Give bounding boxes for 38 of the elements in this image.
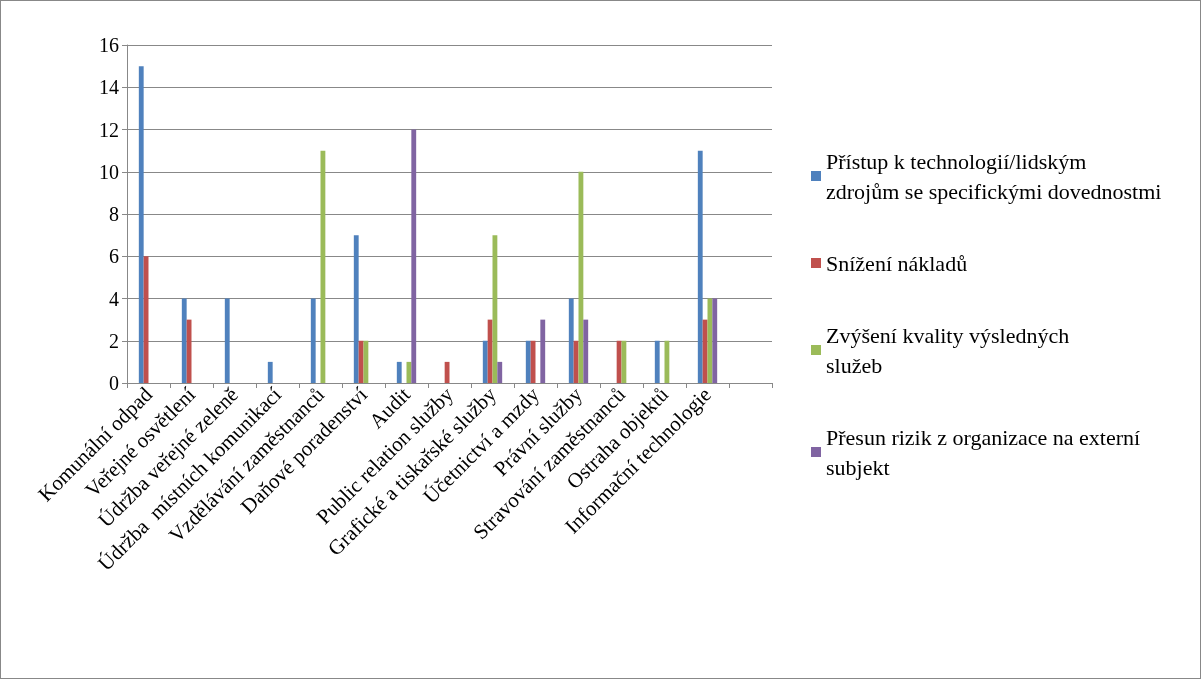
legend-label: Přístup k technologií/lidským zdrojům se specifickými dovednostmi (826, 148, 1162, 204)
bar (444, 361, 450, 383)
bar (186, 319, 192, 383)
bar (411, 129, 417, 383)
bar (143, 256, 149, 383)
bar (525, 340, 531, 383)
bar (181, 298, 187, 383)
y-tick-label: 16 (99, 34, 119, 56)
bar (712, 298, 718, 383)
bar (540, 319, 546, 383)
bar (267, 361, 273, 383)
bar (568, 298, 574, 383)
bar (497, 361, 503, 383)
bar (482, 340, 488, 383)
bar (697, 150, 703, 383)
y-tick-label: 12 (99, 118, 119, 141)
y-tick-label: 2 (109, 329, 119, 352)
bar (573, 340, 579, 383)
bar (396, 361, 402, 383)
bar (358, 340, 364, 383)
bar (487, 319, 493, 383)
bar (224, 298, 230, 383)
bar (310, 298, 316, 383)
bar (138, 66, 144, 383)
legend-label: Přesun rizik z organizace na externí subjekt (826, 424, 1146, 480)
bar (583, 319, 589, 383)
legend-label: Zvýšení kvality výsledných služeb (826, 322, 1075, 378)
y-tick-label: 8 (109, 203, 119, 225)
y-tick-label: 14 (99, 76, 119, 99)
bar (654, 340, 660, 383)
bar (616, 340, 622, 383)
y-tick-label: 4 (109, 287, 119, 310)
y-tick-label: 10 (99, 160, 119, 183)
legend-label: Snížení nákladů (826, 250, 968, 276)
bar (353, 235, 359, 383)
bar (702, 319, 708, 383)
y-tick-label: 6 (109, 245, 119, 268)
bar (530, 340, 536, 383)
